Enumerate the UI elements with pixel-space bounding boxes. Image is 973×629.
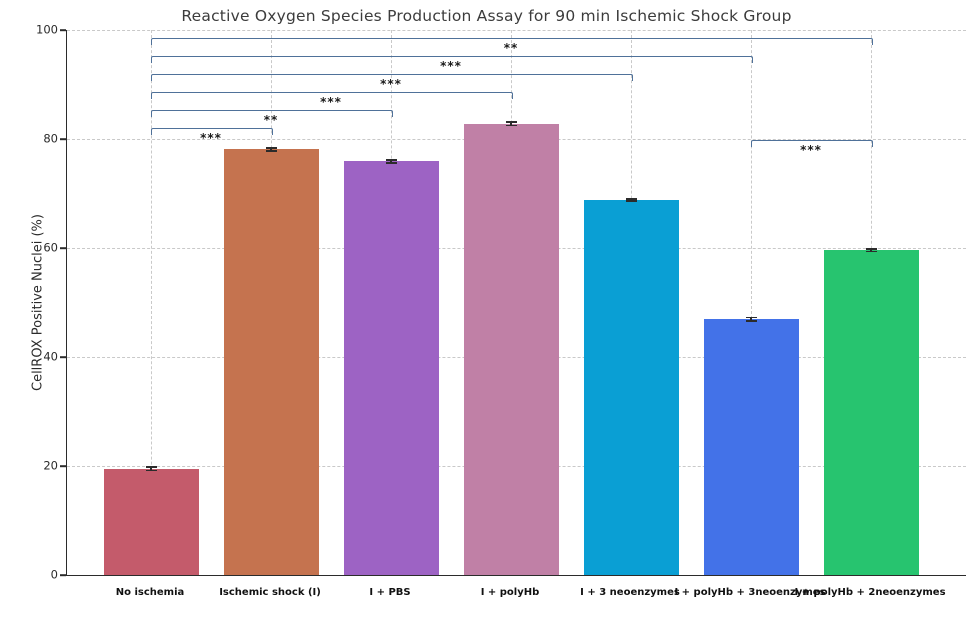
error-bar-6 (865, 247, 877, 253)
y-tick-mark-0 (60, 574, 66, 576)
x-gridline-5 (751, 30, 752, 575)
y-tick-label-60: 60 (43, 240, 58, 255)
error-bar-cap-top (745, 316, 757, 319)
error-bar-line (630, 197, 632, 203)
significance-bracket-3 (151, 92, 513, 100)
chart-title: Reactive Oxygen Species Production Assay… (181, 7, 792, 25)
error-bar-line (750, 316, 752, 323)
error-bar-cap-top (265, 147, 277, 149)
bar-2 (343, 161, 439, 575)
error-bar-line (270, 147, 272, 152)
error-bar-cap-bottom (865, 250, 877, 253)
bar-1 (223, 149, 319, 575)
error-bar-cap-bottom (625, 200, 637, 203)
error-bar-cap-top (505, 121, 517, 123)
bar-0 (103, 468, 199, 575)
y-tick-label-80: 80 (43, 131, 58, 146)
x-tick-label-4: I + 3 neoenzymes (580, 587, 680, 598)
y-tick-label-20: 20 (43, 458, 58, 473)
error-bar-cap-bottom (385, 161, 397, 164)
y-tick-label-40: 40 (43, 349, 58, 364)
y-tick-mark-80 (60, 138, 66, 140)
error-bar-line (510, 121, 512, 127)
x-tick-label-6: I + polyHb + 2neoenzymes (794, 587, 946, 598)
y-axis-label: CellROX Positive Nuclei (%) (30, 214, 46, 391)
error-bar-cap-top (625, 197, 637, 200)
error-bar-cap-top (145, 466, 157, 468)
error-bar-5 (745, 316, 757, 323)
y-tick-mark-60 (60, 247, 66, 249)
error-bar-4 (625, 197, 637, 203)
error-bar-line (150, 466, 152, 472)
error-bar-1 (265, 147, 277, 152)
significance-bracket-1 (151, 56, 753, 64)
x-tick-label-1: Ischemic shock (I) (219, 587, 321, 598)
significance-label-1: *** (440, 59, 462, 74)
bar-6 (823, 250, 919, 575)
y-tick-mark-20 (60, 465, 66, 467)
error-bar-cap-bottom (505, 124, 517, 127)
error-bar-cap-bottom (145, 469, 157, 472)
error-bar-cap-bottom (265, 149, 277, 152)
x-tick-label-5: I + polyHb + 3neoenzymes (674, 587, 826, 598)
bar-3 (463, 123, 559, 575)
significance-bracket-4 (151, 110, 393, 118)
significance-bracket-2 (151, 74, 633, 82)
plot-area: ** *** *** *** ** *** *** (66, 30, 966, 576)
significance-label-0: ** (503, 41, 519, 56)
y-tick-label-100: 100 (36, 22, 58, 37)
significance-label-4: ** (263, 113, 279, 128)
significance-bracket-6 (751, 140, 873, 148)
significance-label-3: *** (320, 95, 342, 110)
significance-bracket-5 (151, 128, 273, 136)
error-bar-line (870, 247, 872, 253)
y-tick-mark-100 (60, 29, 66, 31)
y-tick-label-0: 0 (50, 567, 58, 582)
x-tick-label-3: I + polyHb (480, 587, 540, 598)
significance-label-5: *** (200, 131, 222, 146)
bar-5 (703, 319, 799, 575)
error-bar-2 (385, 159, 397, 164)
error-bar-3 (505, 121, 517, 127)
error-bar-0 (145, 466, 157, 472)
y-tick-mark-40 (60, 356, 66, 358)
error-bar-cap-top (865, 247, 877, 250)
x-gridline-0 (151, 30, 152, 575)
x-tick-label-0: No ischemia (115, 587, 185, 598)
significance-label-2: *** (380, 77, 402, 92)
significance-label-6: *** (800, 143, 822, 158)
error-bar-cap-top (385, 159, 397, 161)
x-tick-label-2: I + PBS (369, 587, 411, 598)
error-bar-line (390, 159, 392, 164)
y-gridline-100 (67, 30, 966, 31)
significance-bracket-0 (151, 38, 873, 46)
error-bar-cap-bottom (745, 320, 757, 323)
bar-4 (583, 200, 679, 575)
